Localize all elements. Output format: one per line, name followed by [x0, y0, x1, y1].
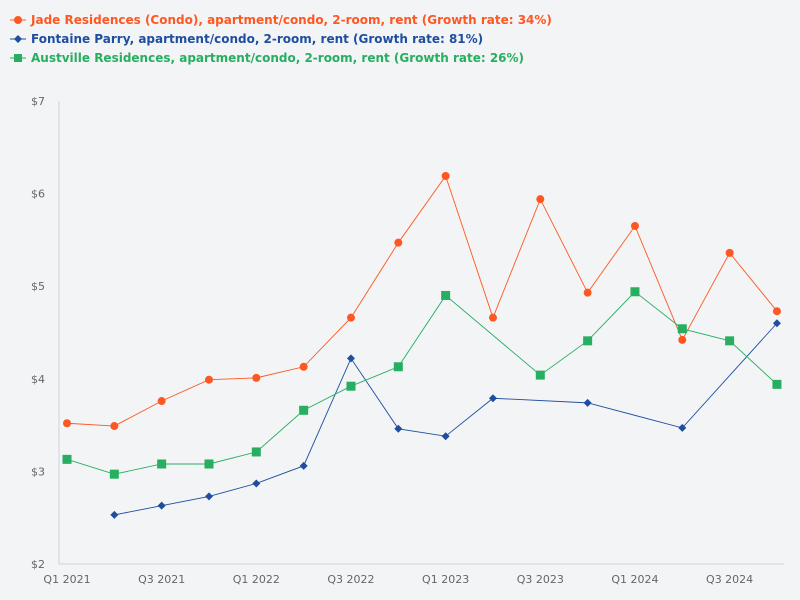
- data-point: [441, 432, 450, 441]
- data-point: [299, 362, 308, 371]
- x-tick-label: Q3 2024: [706, 573, 753, 586]
- y-tick-label: $2: [31, 558, 45, 571]
- data-point: [488, 313, 497, 322]
- data-point: [394, 424, 403, 433]
- data-point: [488, 394, 497, 403]
- data-point: [772, 307, 781, 316]
- legend-label: Fontaine Parry, apartment/condo, 2-room,…: [31, 31, 484, 46]
- data-point: [110, 510, 119, 519]
- data-point: [583, 288, 592, 297]
- data-point: [204, 375, 213, 384]
- x-tick-label: Q3 2022: [327, 573, 374, 586]
- data-point: [252, 373, 261, 382]
- data-point: [678, 335, 687, 344]
- legend-label: Austville Residences, apartment/condo, 2…: [31, 50, 525, 65]
- data-point: [299, 405, 309, 415]
- data-point: [299, 461, 308, 470]
- data-point: [346, 354, 355, 363]
- data-point: [110, 422, 119, 431]
- data-point: [252, 479, 261, 488]
- data-point: [725, 248, 734, 257]
- data-point: [441, 290, 451, 300]
- data-point: [630, 222, 639, 231]
- y-tick-label: $7: [31, 95, 45, 108]
- data-point: [772, 319, 781, 328]
- data-point: [772, 379, 782, 389]
- y-tick-label: $5: [31, 280, 45, 293]
- series-line-1: [114, 322, 778, 516]
- data-point: [677, 324, 687, 334]
- data-point: [346, 313, 355, 322]
- data-point: [346, 381, 356, 391]
- data-point: [204, 492, 213, 501]
- data-point: [535, 370, 545, 380]
- data-point: [157, 459, 167, 469]
- data-point: [109, 469, 119, 479]
- series-line-0: [66, 175, 778, 427]
- data-point: [393, 362, 403, 372]
- data-point: [157, 397, 166, 406]
- circle-marker-icon: [10, 15, 26, 24]
- data-point: [62, 454, 72, 464]
- data-point: [157, 501, 166, 510]
- x-tick-label: Q3 2023: [517, 573, 564, 586]
- x-tick-label: Q1 2021: [43, 573, 90, 586]
- diamond-marker-icon: [10, 34, 26, 43]
- x-tick-label: Q3 2021: [138, 573, 185, 586]
- legend-item-jade[interactable]: Jade Residences (Condo), apartment/condo…: [10, 10, 552, 29]
- data-point: [630, 287, 640, 297]
- data-point: [251, 447, 261, 457]
- x-tick-label: Q1 2024: [611, 573, 658, 586]
- x-tick-label: Q1 2023: [422, 573, 469, 586]
- data-point: [583, 336, 593, 346]
- data-point: [583, 398, 592, 407]
- y-tick-label: $3: [31, 465, 45, 478]
- x-tick-label: Q1 2022: [233, 573, 280, 586]
- y-tick-label: $4: [31, 373, 45, 386]
- square-marker-icon: [10, 53, 26, 62]
- data-point: [441, 172, 450, 181]
- data-point: [63, 419, 71, 428]
- data-point: [725, 336, 735, 346]
- data-point: [394, 238, 403, 247]
- legend-label: Jade Residences (Condo), apartment/condo…: [31, 12, 552, 27]
- legend: Jade Residences (Condo), apartment/condo…: [10, 10, 552, 67]
- data-point: [536, 195, 545, 204]
- data-point: [678, 423, 687, 432]
- legend-item-austville[interactable]: Austville Residences, apartment/condo, 2…: [10, 48, 552, 67]
- legend-item-fontaine[interactable]: Fontaine Parry, apartment/condo, 2-room,…: [10, 29, 552, 48]
- series-line-2: [66, 291, 778, 475]
- y-tick-label: $6: [31, 188, 45, 201]
- data-point: [204, 459, 214, 469]
